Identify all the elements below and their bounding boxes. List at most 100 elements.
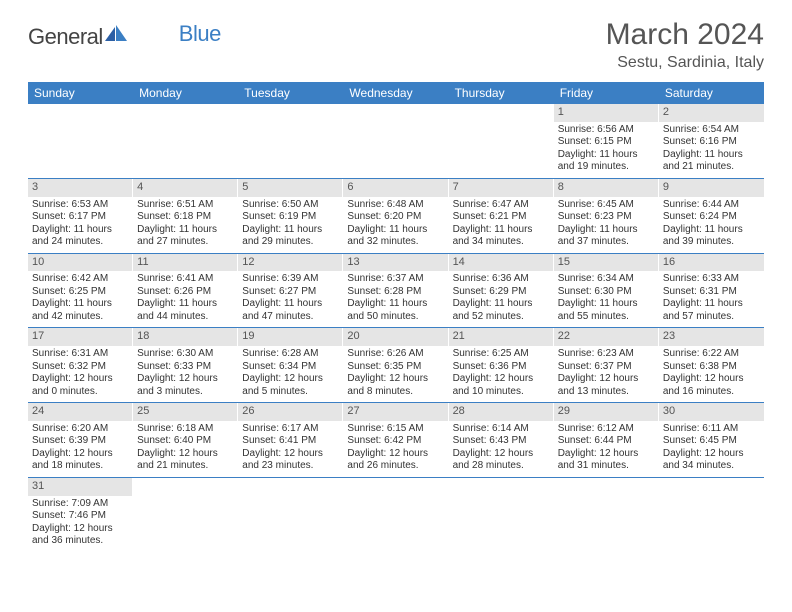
daylight-text: Daylight: 11 hours and 57 minutes. [663,298,760,323]
daylight-text: Daylight: 12 hours and 23 minutes. [242,448,339,473]
sunset-text: Sunset: 6:45 PM [663,435,760,448]
day-cell: 5Sunrise: 6:50 AMSunset: 6:19 PMDaylight… [238,179,343,253]
logo: General Blue [28,24,221,50]
day-body: Sunrise: 7:09 AMSunset: 7:46 PMDaylight:… [28,496,133,552]
logo-text-general: General [28,24,103,50]
daylight-text: Daylight: 12 hours and 3 minutes. [137,373,234,398]
day-cell: 25Sunrise: 6:18 AMSunset: 6:40 PMDayligh… [133,403,238,477]
sunset-text: Sunset: 6:33 PM [137,361,234,374]
daylight-text: Daylight: 12 hours and 5 minutes. [242,373,339,398]
daylight-text: Daylight: 11 hours and 37 minutes. [558,224,655,249]
day-cell: 24Sunrise: 6:20 AMSunset: 6:39 PMDayligh… [28,403,133,477]
month-title: March 2024 [606,18,764,52]
daylight-text: Daylight: 11 hours and 44 minutes. [137,298,234,323]
title-block: March 2024 Sestu, Sardinia, Italy [606,18,764,72]
day-cell: 15Sunrise: 6:34 AMSunset: 6:30 PMDayligh… [554,254,659,328]
day-cell [554,478,659,552]
day-body: Sunrise: 6:26 AMSunset: 6:35 PMDaylight:… [343,346,448,402]
day-body: Sunrise: 6:33 AMSunset: 6:31 PMDaylight:… [659,271,764,327]
day-cell: 18Sunrise: 6:30 AMSunset: 6:33 PMDayligh… [133,328,238,402]
day-cell [449,104,554,178]
sunrise-text: Sunrise: 6:33 AM [663,273,760,286]
day-cell [343,478,448,552]
day-cell [659,478,764,552]
header: General Blue March 2024 Sestu, Sardinia,… [28,18,764,72]
sunrise-text: Sunrise: 6:47 AM [453,199,550,212]
day-body: Sunrise: 6:45 AMSunset: 6:23 PMDaylight:… [554,197,659,253]
daylight-text: Daylight: 11 hours and 50 minutes. [347,298,444,323]
day-number: 14 [449,254,554,272]
sunset-text: Sunset: 6:25 PM [32,286,129,299]
sunset-text: Sunset: 6:23 PM [558,211,655,224]
day-number: 12 [238,254,343,272]
day-cell: 14Sunrise: 6:36 AMSunset: 6:29 PMDayligh… [449,254,554,328]
day-body: Sunrise: 6:47 AMSunset: 6:21 PMDaylight:… [449,197,554,253]
sunrise-text: Sunrise: 6:36 AM [453,273,550,286]
day-cell: 26Sunrise: 6:17 AMSunset: 6:41 PMDayligh… [238,403,343,477]
day-number: 3 [28,179,133,197]
sunset-text: Sunset: 6:38 PM [663,361,760,374]
day-cell [133,478,238,552]
day-body [343,496,448,502]
sunrise-text: Sunrise: 6:54 AM [663,124,760,137]
day-body: Sunrise: 6:30 AMSunset: 6:33 PMDaylight:… [133,346,238,402]
day-header: Sunday [28,82,133,104]
sunset-text: Sunset: 6:41 PM [242,435,339,448]
day-cell [238,478,343,552]
day-cell: 22Sunrise: 6:23 AMSunset: 6:37 PMDayligh… [554,328,659,402]
day-cell: 12Sunrise: 6:39 AMSunset: 6:27 PMDayligh… [238,254,343,328]
day-number: 20 [343,328,448,346]
day-number: 2 [659,104,764,122]
day-number: 9 [659,179,764,197]
day-body [659,496,764,502]
sunset-text: Sunset: 6:34 PM [242,361,339,374]
daylight-text: Daylight: 11 hours and 27 minutes. [137,224,234,249]
day-body: Sunrise: 6:23 AMSunset: 6:37 PMDaylight:… [554,346,659,402]
daylight-text: Daylight: 12 hours and 18 minutes. [32,448,129,473]
sunrise-text: Sunrise: 6:53 AM [32,199,129,212]
day-number: 15 [554,254,659,272]
sunset-text: Sunset: 6:32 PM [32,361,129,374]
sunset-text: Sunset: 6:15 PM [558,136,655,149]
sunset-text: Sunset: 6:28 PM [347,286,444,299]
day-body [554,496,659,502]
sunrise-text: Sunrise: 6:56 AM [558,124,655,137]
day-body: Sunrise: 6:12 AMSunset: 6:44 PMDaylight:… [554,421,659,477]
day-body: Sunrise: 6:37 AMSunset: 6:28 PMDaylight:… [343,271,448,327]
day-body: Sunrise: 6:11 AMSunset: 6:45 PMDaylight:… [659,421,764,477]
sunset-text: Sunset: 6:20 PM [347,211,444,224]
sunset-text: Sunset: 6:26 PM [137,286,234,299]
logo-text-blue: Blue [179,21,221,47]
day-number: 7 [449,179,554,197]
day-cell: 7Sunrise: 6:47 AMSunset: 6:21 PMDaylight… [449,179,554,253]
sunset-text: Sunset: 6:36 PM [453,361,550,374]
day-number: 13 [343,254,448,272]
day-header-row: Sunday Monday Tuesday Wednesday Thursday… [28,82,764,104]
day-header: Friday [554,82,659,104]
day-cell: 23Sunrise: 6:22 AMSunset: 6:38 PMDayligh… [659,328,764,402]
sunrise-text: Sunrise: 6:12 AM [558,423,655,436]
day-number: 5 [238,179,343,197]
location: Sestu, Sardinia, Italy [606,54,764,72]
week-row: 17Sunrise: 6:31 AMSunset: 6:32 PMDayligh… [28,328,764,403]
sunset-text: Sunset: 6:30 PM [558,286,655,299]
sunset-text: Sunset: 6:43 PM [453,435,550,448]
day-number: 30 [659,403,764,421]
daylight-text: Daylight: 12 hours and 16 minutes. [663,373,760,398]
sunrise-text: Sunrise: 6:45 AM [558,199,655,212]
day-cell: 2Sunrise: 6:54 AMSunset: 6:16 PMDaylight… [659,104,764,178]
day-cell [238,104,343,178]
sunrise-text: Sunrise: 6:18 AM [137,423,234,436]
daylight-text: Daylight: 11 hours and 52 minutes. [453,298,550,323]
day-cell: 19Sunrise: 6:28 AMSunset: 6:34 PMDayligh… [238,328,343,402]
daylight-text: Daylight: 11 hours and 47 minutes. [242,298,339,323]
day-number: 4 [133,179,238,197]
daylight-text: Daylight: 11 hours and 32 minutes. [347,224,444,249]
day-cell: 21Sunrise: 6:25 AMSunset: 6:36 PMDayligh… [449,328,554,402]
day-header: Monday [133,82,238,104]
sunrise-text: Sunrise: 6:28 AM [242,348,339,361]
daylight-text: Daylight: 11 hours and 42 minutes. [32,298,129,323]
week-row: 31Sunrise: 7:09 AMSunset: 7:46 PMDayligh… [28,478,764,552]
day-cell: 28Sunrise: 6:14 AMSunset: 6:43 PMDayligh… [449,403,554,477]
day-cell: 11Sunrise: 6:41 AMSunset: 6:26 PMDayligh… [133,254,238,328]
